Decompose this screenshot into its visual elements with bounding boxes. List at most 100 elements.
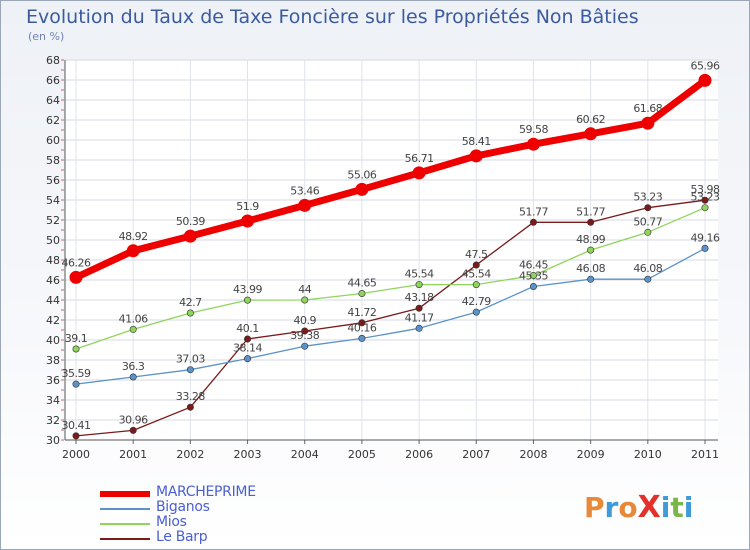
series-line — [75, 207, 706, 350]
legend-label: Biganos — [156, 499, 210, 515]
data-point — [584, 127, 598, 141]
x-tick-label: 2001 — [119, 448, 147, 461]
data-point — [644, 204, 652, 212]
data-point — [358, 319, 366, 327]
data-point — [472, 261, 480, 269]
data-point — [472, 281, 480, 289]
data-label: 46.08 — [576, 262, 605, 275]
data-label: 60.62 — [576, 113, 605, 126]
y-tick-label: 68 — [46, 54, 60, 67]
data-label: 42.79 — [462, 295, 491, 308]
data-point — [72, 432, 80, 440]
data-point — [358, 334, 366, 342]
data-label: 43.99 — [233, 283, 262, 296]
y-tick-label: 50 — [46, 234, 60, 247]
y-tick-label: 58 — [46, 154, 60, 167]
logo-letter: i — [660, 491, 671, 524]
data-point — [472, 308, 480, 316]
chart-title: Evolution du Taux de Taxe Foncière sur l… — [26, 6, 639, 28]
data-point — [529, 282, 537, 290]
logo-letter: i — [683, 491, 694, 524]
x-tick-label: 2011 — [691, 448, 719, 461]
data-point — [126, 244, 140, 258]
data-point — [72, 345, 80, 353]
data-point — [244, 335, 252, 343]
data-point — [186, 403, 194, 411]
data-label: 37.03 — [176, 353, 205, 366]
y-tick-label: 52 — [46, 214, 60, 227]
x-tick-label: 2000 — [62, 448, 90, 461]
series-line — [75, 247, 706, 385]
data-point — [412, 166, 426, 180]
x-tick-label: 2006 — [405, 448, 433, 461]
data-label: 41.06 — [119, 312, 148, 325]
data-point — [129, 426, 137, 434]
data-point — [641, 116, 655, 130]
logo-letter: X — [637, 490, 661, 525]
y-tick-label: 38 — [46, 354, 60, 367]
data-label: 40.16 — [347, 321, 376, 334]
data-label: 44.65 — [347, 277, 376, 290]
data-point — [355, 182, 369, 196]
logo-letter: r — [604, 491, 619, 524]
data-label: 41.17 — [405, 311, 434, 324]
x-tick-label: 2008 — [519, 448, 547, 461]
x-tick-label: 2004 — [291, 448, 319, 461]
data-point — [415, 324, 423, 332]
data-label: 46.45 — [519, 259, 548, 272]
data-label: 48.92 — [119, 230, 148, 243]
x-tick-label: 2010 — [634, 448, 662, 461]
data-label: 51.77 — [519, 205, 548, 218]
y-tick-label: 66 — [46, 74, 60, 87]
y-tick-label: 48 — [46, 254, 60, 267]
plot-area — [65, 60, 718, 440]
data-label: 39.38 — [290, 329, 319, 342]
data-label: 46.26 — [62, 256, 91, 269]
data-point — [72, 380, 80, 388]
x-tick-label: 2002 — [176, 448, 204, 461]
data-label: 51.77 — [576, 205, 605, 218]
data-point — [526, 137, 540, 151]
data-point — [301, 296, 309, 304]
data-label: 50.77 — [633, 215, 662, 228]
data-point — [244, 355, 252, 363]
y-tick-label: 42 — [46, 314, 60, 327]
data-point — [415, 281, 423, 289]
data-label: 50.39 — [176, 215, 205, 228]
data-label: 45.54 — [405, 268, 434, 281]
y-tick-label: 36 — [46, 374, 60, 387]
data-point — [358, 289, 366, 297]
series-line — [72, 76, 709, 281]
data-point — [529, 271, 537, 279]
x-tick-label: 2003 — [234, 448, 262, 461]
x-tick-label: 2007 — [462, 448, 490, 461]
legend-swatch — [100, 508, 150, 510]
chart-subtitle: (en %) — [28, 30, 65, 43]
data-label: 45.54 — [462, 268, 491, 281]
x-tick-label: 2009 — [577, 448, 605, 461]
legend-label: MARCHEPRIME — [156, 484, 256, 500]
data-point — [587, 218, 595, 226]
data-point — [701, 204, 709, 212]
data-label: 39.1 — [65, 332, 88, 345]
data-label: 59.58 — [519, 123, 548, 136]
data-label: 58.41 — [462, 135, 491, 148]
legend-label: Mios — [156, 514, 187, 530]
data-label: 48.99 — [576, 233, 605, 246]
y-tick-label: 40 — [46, 334, 60, 347]
logo-letter: P — [584, 491, 605, 524]
data-label: 30.96 — [119, 413, 148, 426]
data-point — [698, 73, 712, 87]
legend-swatch — [100, 538, 150, 540]
logo-letter: o — [618, 491, 638, 524]
y-tick-label: 30 — [46, 434, 60, 447]
data-label: 46.08 — [633, 262, 662, 275]
series-line — [75, 199, 706, 437]
x-tick-label: 2005 — [348, 448, 376, 461]
data-label: 49.16 — [691, 231, 720, 244]
data-point — [298, 198, 312, 212]
data-point — [301, 342, 309, 350]
data-point — [186, 366, 194, 374]
data-point — [587, 246, 595, 254]
